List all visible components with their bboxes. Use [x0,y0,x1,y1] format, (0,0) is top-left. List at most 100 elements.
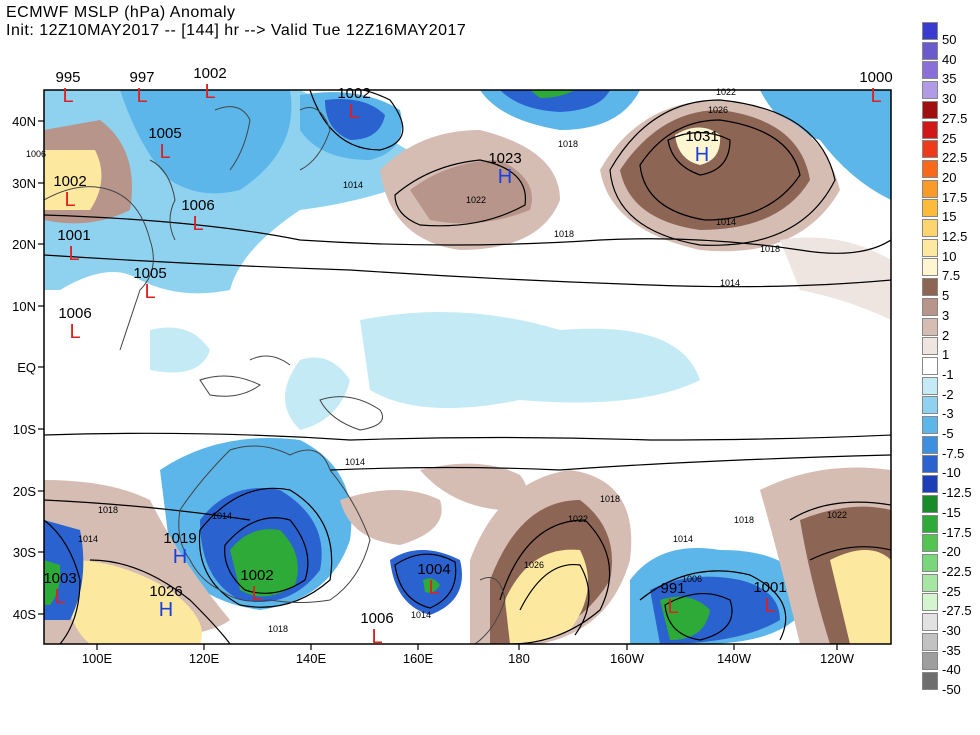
center-value: 997 [129,69,154,86]
low-marker: L [62,85,73,107]
legend-swatch [922,396,938,415]
legend-swatch [922,356,938,375]
lon-label: 140E [296,651,327,666]
isobar-label: 1018 [760,244,780,254]
center-value: 1026 [149,583,182,600]
center-value: 1001 [753,579,786,596]
legend-label: -30 [942,623,961,638]
high-marker: H [695,144,709,166]
low-marker: L [159,141,170,163]
anomaly-shading [44,90,891,644]
lon-label: 120W [820,651,855,666]
legend-label: 35 [942,71,957,87]
legend-label: -50 [942,682,961,698]
isobar-label: 1014 [716,217,736,227]
longitude-axis: 100E 120E 140E 160E 180 160W 140W 120W [82,644,855,666]
isobar-label: 1022 [466,195,486,205]
center-value: 1002 [53,173,86,190]
low-marker: L [68,243,79,265]
legend-swatch [922,475,938,494]
legend-label: 20 [942,169,957,185]
center-value: 995 [55,69,80,86]
legend-label: -2 [942,386,954,402]
lat-label: 20N [12,237,36,252]
legend-swatch [922,120,938,139]
center-value: 1006 [360,610,393,627]
legend-swatch [922,494,938,513]
isobar-label: 1014 [411,610,431,620]
legend-label: -25 [942,583,961,599]
legend-swatch [922,317,938,336]
legend-swatch [922,376,938,395]
isobar-label: 1022 [716,87,736,97]
isobar-label: 1018 [268,624,288,634]
lon-label: 160W [610,651,645,666]
center-value: 1000 [859,69,892,86]
low-marker: L [371,626,382,648]
low-marker: L [870,85,881,107]
legend-label: 5 [942,288,950,304]
low-marker: L [192,213,203,235]
chart-title: ECMWF MSLP (hPa) Anomaly [6,4,236,21]
legend-swatch [922,159,938,178]
legend-label: -3 [942,406,954,422]
low-marker: L [54,586,65,608]
isobar-labels: 1022 1026 1018 1014 1022 1018 1014 1018 1014 1014… [26,87,847,634]
isobar-label: 1014 [345,457,365,467]
isobar-label: 1014 [78,534,98,544]
coastlines [44,106,506,644]
legend-swatch [922,553,938,572]
lon-label: 100E [82,651,113,666]
legend-label: 12.5 [942,229,968,244]
low-marker: L [667,596,678,618]
isobar-label: 1014 [212,511,232,521]
lat-label: EQ [17,360,36,375]
center-value: 1001 [57,227,90,244]
lat-label: 40S [13,607,36,622]
isobar-label: 1026 [524,560,544,570]
center-value: 1031 [685,128,718,145]
center-value: 1004 [417,561,450,578]
isobar-label: 1006 [26,149,46,159]
legend-swatch [922,278,938,297]
legend-swatch [922,219,938,237]
isobar-label: 1018 [734,515,754,525]
legend-swatch [922,22,938,40]
center-value: 991 [660,580,685,597]
isobars [44,90,891,644]
color-legend: 50 40 35 30 27.5 25 22.5 20 17.5 15 12.5 10 7.5 5 3 2 1 -… [920,22,980,698]
center-value: 1006 [181,197,214,214]
legend-label: -20 [942,544,961,560]
legend-swatch [922,238,938,257]
latitude-axis: 40N 30N 20N 10N EQ 10S 20S 30S 40S [12,114,44,622]
legend-label: 1 [942,347,950,363]
center-value: 1006 [58,305,91,322]
legend-swatch [922,140,938,159]
legend-label: 15 [942,209,957,225]
lat-label: 40N [12,114,36,129]
legend-swatch [922,514,938,533]
center-value: 1019 [163,530,196,547]
center-value: 1003 [43,570,76,587]
legend-label: -1 [942,366,954,382]
